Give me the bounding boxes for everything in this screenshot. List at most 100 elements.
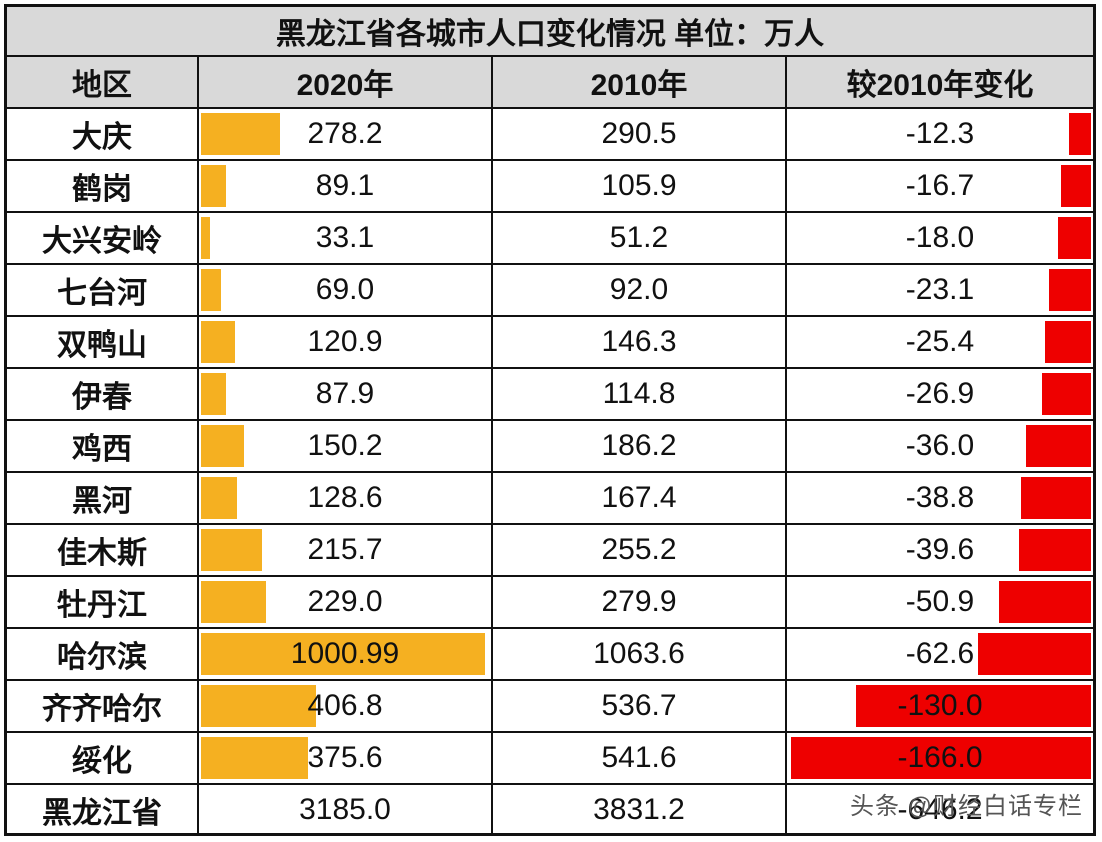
pop-2010-cell-text: 3831.2 <box>593 793 685 826</box>
pop-2020-bar <box>201 373 226 415</box>
pop-2020-cell-text: 1000.99 <box>290 637 400 670</box>
pop-2010-cell: 114.8 <box>493 369 787 419</box>
change-cell-text: -26.9 <box>905 377 975 410</box>
city-cell: 黑河 <box>7 473 199 523</box>
pop-2020-bar <box>201 113 280 155</box>
pop-2010-cell: 92.0 <box>493 265 787 315</box>
pop-2020-cell: 215.7 <box>199 525 493 575</box>
city-cell: 双鸭山 <box>7 317 199 367</box>
change-cell-text: -50.9 <box>905 585 975 618</box>
pop-2010-cell: 186.2 <box>493 421 787 471</box>
total-row: 黑龙江省 3185.0 3831.2 -646.2 <box>7 785 1093 837</box>
pop-2010-cell: 51.2 <box>493 213 787 263</box>
pop-2020-cell-text: 375.6 <box>307 741 383 774</box>
city-cell-text: 黑龙江省 <box>42 797 162 830</box>
change-cell-text: -23.1 <box>905 273 975 306</box>
pop-2020-cell: 375.6 <box>199 733 493 783</box>
change-bar <box>999 581 1091 623</box>
change-cell-text: -646.2 <box>897 793 983 826</box>
city-cell: 大兴安岭 <box>7 213 199 263</box>
city-cell: 黑龙江省 <box>7 785 199 835</box>
change-cell: -18.0 <box>787 213 1093 263</box>
pop-2020-cell: 120.9 <box>199 317 493 367</box>
change-cell-text: -38.8 <box>905 481 975 514</box>
city-cell-text: 伊春 <box>72 381 132 414</box>
city-cell: 牡丹江 <box>7 577 199 627</box>
pop-2020-bar <box>201 321 235 363</box>
pop-2010-cell-text: 290.5 <box>601 117 677 150</box>
pop-2020-cell-text: 278.2 <box>307 117 383 150</box>
change-cell-text: -25.4 <box>905 325 975 358</box>
pop-2020-cell-text: 69.0 <box>315 273 375 306</box>
table-title: 黑龙江省各城市人口变化情况 单位：万人 <box>7 7 1093 57</box>
pop-2010-cell-text: 114.8 <box>602 377 676 410</box>
city-cell-text: 鸡西 <box>72 433 132 466</box>
column-header-change: 较2010年变化 <box>846 69 1034 102</box>
watermark: 头条 @财经白话专栏 <box>849 793 1083 820</box>
table-row: 齐齐哈尔 406.8 536.7 -130.0 <box>7 681 1093 733</box>
pop-2020-cell: 89.1 <box>199 161 493 211</box>
table-row: 哈尔滨 1000.99 1063.6 -62.6 <box>7 629 1093 681</box>
pop-2010-cell: 255.2 <box>493 525 787 575</box>
column-header-2020: 2020年 <box>199 57 493 107</box>
pop-2020-cell-text: 229.0 <box>307 585 383 618</box>
change-cell-text: -166.0 <box>897 741 983 774</box>
population-table: 黑龙江省各城市人口变化情况 单位：万人 地区 2020年 2010年 较2010… <box>4 4 1096 836</box>
change-cell: -130.0 <box>787 681 1093 731</box>
change-cell: -166.0 <box>787 733 1093 783</box>
pop-2020-bar <box>201 477 237 519</box>
city-cell-text: 绥化 <box>72 745 132 778</box>
change-cell-text: -130.0 <box>897 689 983 722</box>
pop-2010-cell-text: 105.9 <box>601 169 677 202</box>
pop-2020-bar <box>201 737 308 779</box>
city-cell: 齐齐哈尔 <box>7 681 199 731</box>
table-row: 七台河 69.0 92.0 -23.1 <box>7 265 1093 317</box>
change-cell-text: -39.6 <box>905 533 975 566</box>
change-bar <box>791 737 1091 779</box>
city-cell-text: 双鸭山 <box>57 329 147 362</box>
change-cell: -50.9 <box>787 577 1093 627</box>
table-row: 双鸭山 120.9 146.3 -25.4 <box>7 317 1093 369</box>
change-bar <box>856 685 1091 727</box>
pop-2020-cell: 278.2 <box>199 109 493 159</box>
pop-2010-cell: 541.6 <box>493 733 787 783</box>
pop-2010-cell-text: 146.3 <box>601 325 677 358</box>
column-header-2010: 2010年 <box>493 57 787 107</box>
pop-2010-cell: 105.9 <box>493 161 787 211</box>
change-cell: -38.8 <box>787 473 1093 523</box>
pop-2010-cell-text: 186.2 <box>601 429 677 462</box>
city-cell: 鸡西 <box>7 421 199 471</box>
pop-2020-cell-text: 87.9 <box>315 377 375 410</box>
city-cell: 佳木斯 <box>7 525 199 575</box>
pop-2010-cell: 1063.6 <box>493 629 787 679</box>
city-cell-text: 大兴安岭 <box>42 225 162 258</box>
city-cell: 哈尔滨 <box>7 629 199 679</box>
pop-2020-cell: 3185.0 <box>199 785 493 835</box>
table-row: 佳木斯 215.7 255.2 -39.6 <box>7 525 1093 577</box>
change-bar <box>1045 321 1091 363</box>
pop-2020-cell-text: 89.1 <box>315 169 375 202</box>
table-row: 绥化 375.6 541.6 -166.0 <box>7 733 1093 785</box>
change-bar <box>1019 529 1091 571</box>
city-cell-text: 佳木斯 <box>57 537 147 570</box>
city-cell-text: 哈尔滨 <box>57 641 147 674</box>
pop-2020-cell-text: 33.1 <box>315 221 375 254</box>
change-cell-text: -62.6 <box>905 637 975 670</box>
pop-2020-cell: 1000.99 <box>199 629 493 679</box>
pop-2020-bar <box>201 165 226 207</box>
pop-2020-cell-text: 120.9 <box>307 325 383 358</box>
change-cell: -62.6 <box>787 629 1093 679</box>
change-bar <box>1061 165 1091 207</box>
change-cell: -36.0 <box>787 421 1093 471</box>
pop-2020-cell: 87.9 <box>199 369 493 419</box>
change-cell-text: -16.7 <box>905 169 975 202</box>
header-row: 地区 2020年 2010年 较2010年变化 <box>7 57 1093 109</box>
change-bar <box>1049 269 1091 311</box>
change-bar <box>1021 477 1091 519</box>
pop-2010-cell: 146.3 <box>493 317 787 367</box>
change-bar <box>1069 113 1091 155</box>
pop-2020-cell: 128.6 <box>199 473 493 523</box>
change-cell-text: -12.3 <box>905 117 975 150</box>
pop-2010-cell-text: 51.2 <box>609 221 669 254</box>
pop-2020-bar <box>201 217 210 259</box>
